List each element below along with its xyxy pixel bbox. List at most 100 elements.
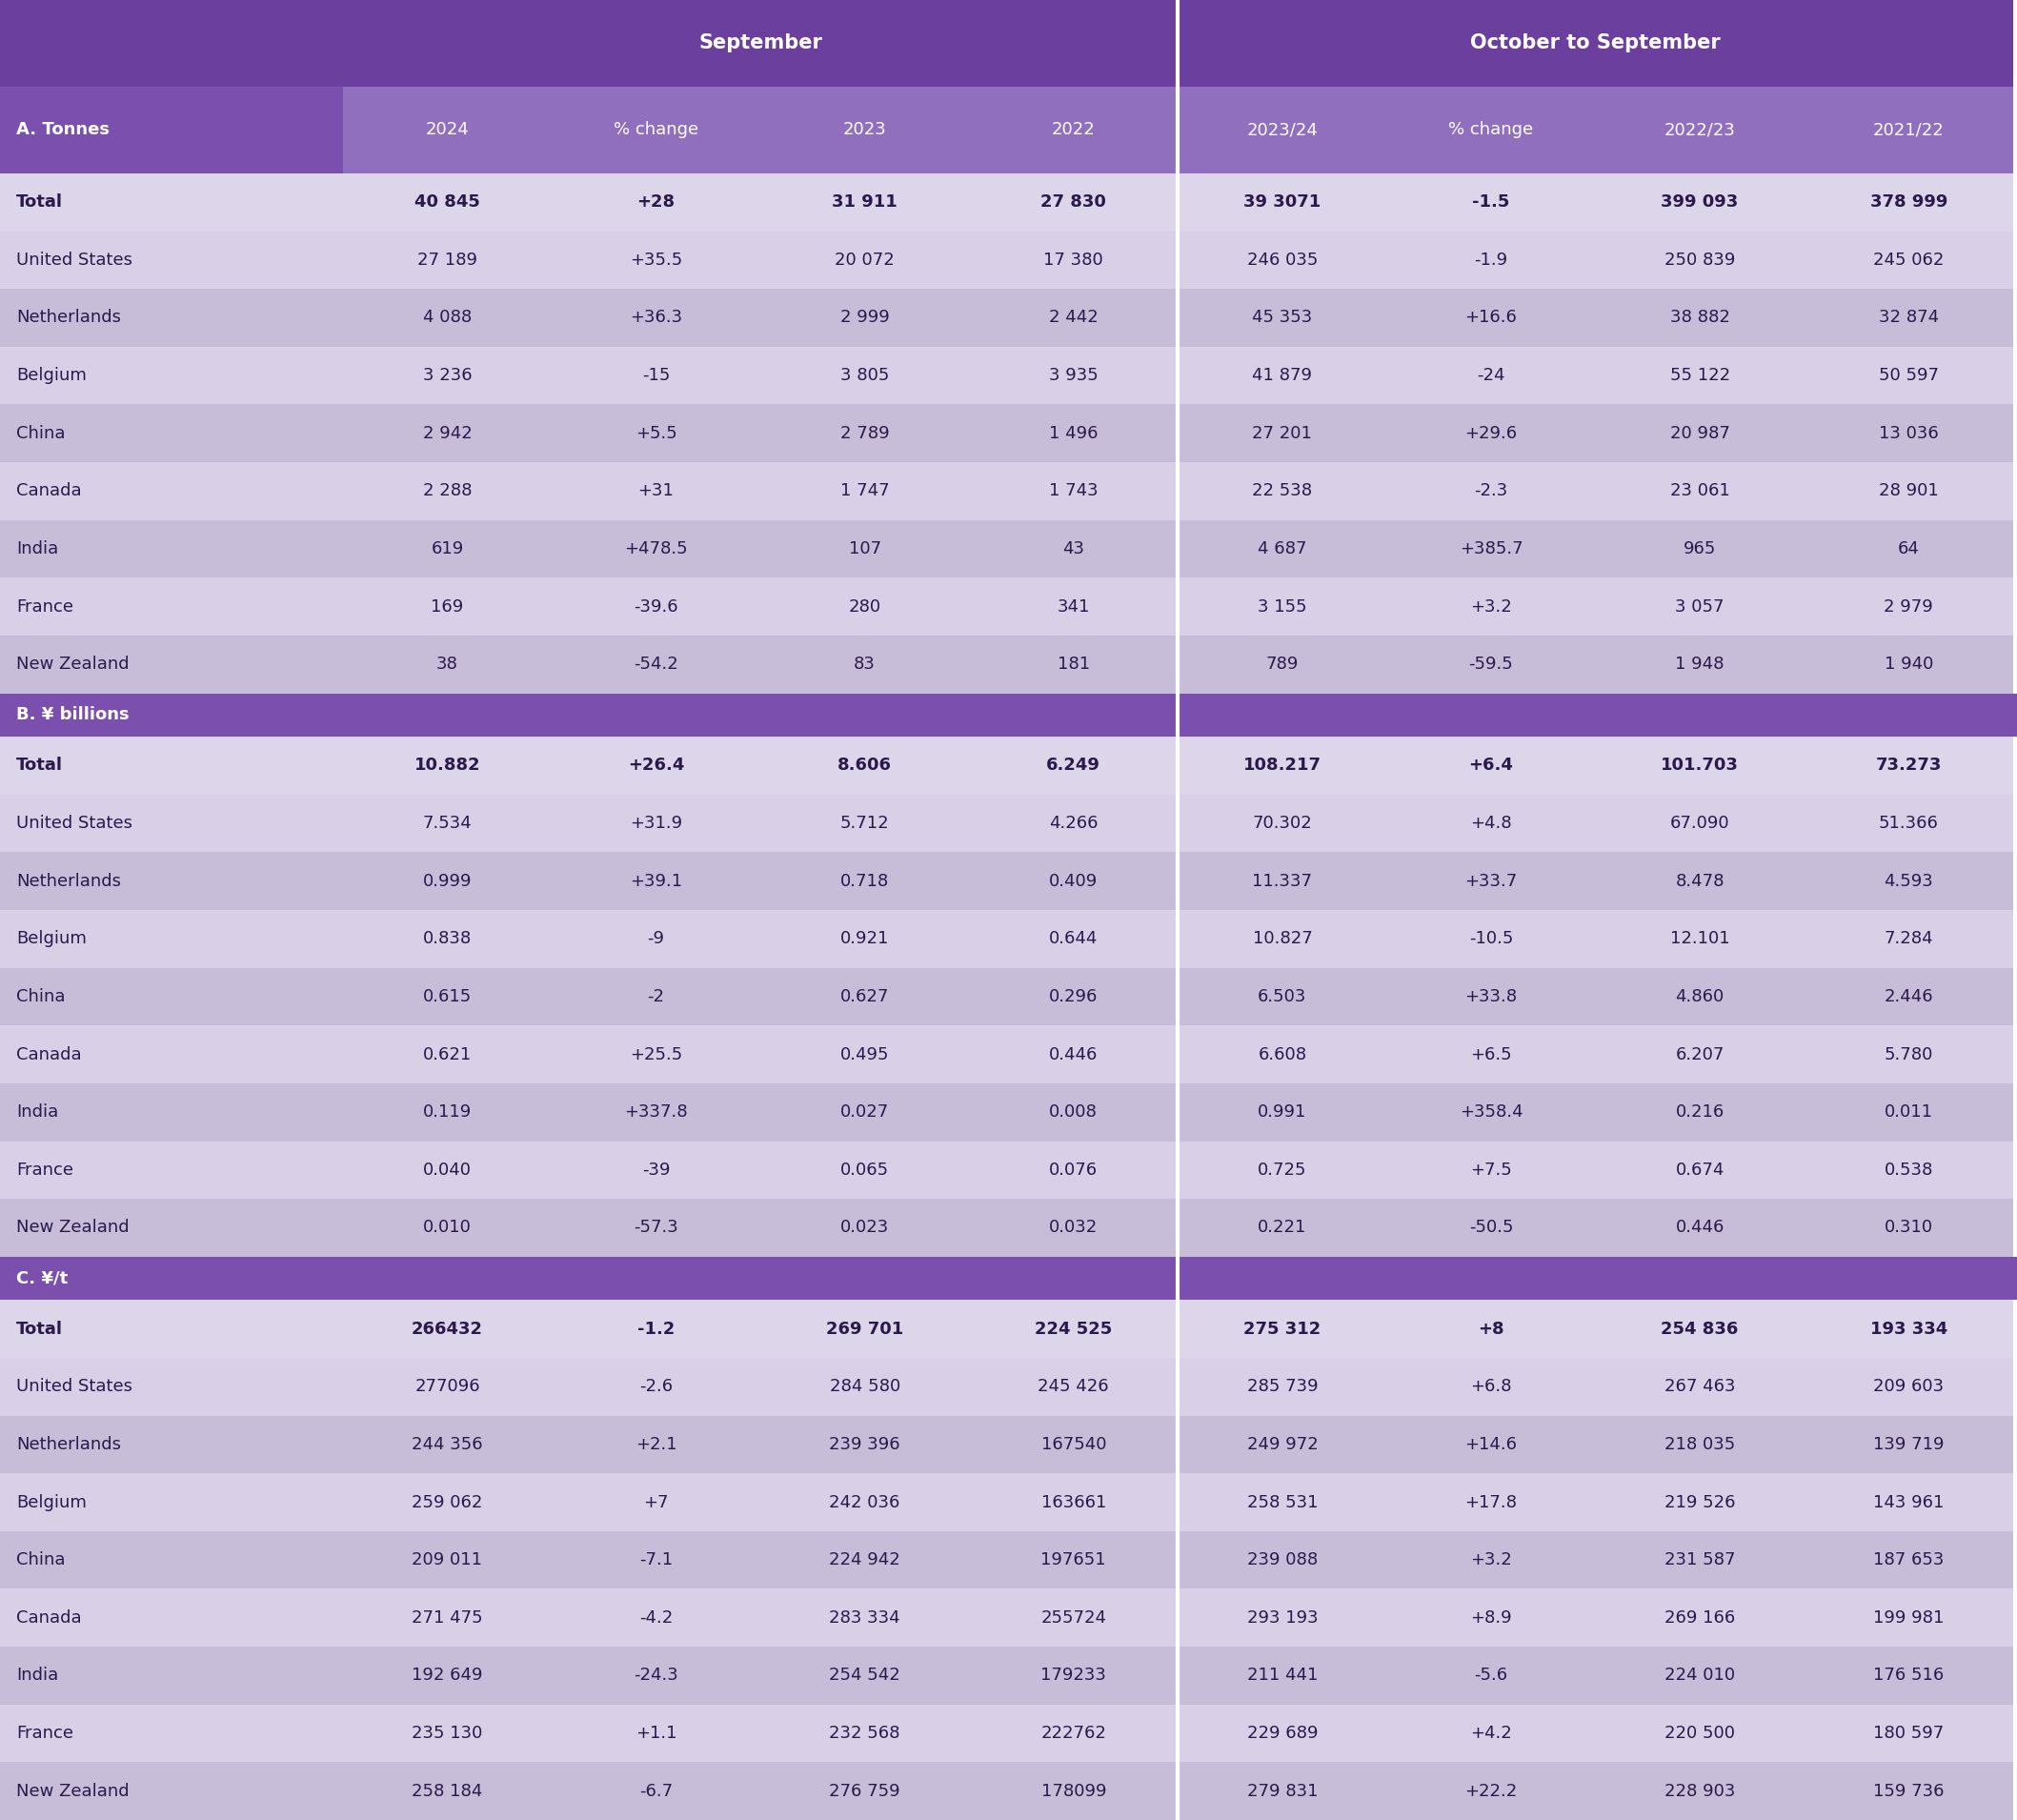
- Text: 231 587: 231 587: [1664, 1551, 1735, 1569]
- Text: -1.2: -1.2: [637, 1320, 676, 1338]
- Text: +4.2: +4.2: [1470, 1725, 1513, 1742]
- Text: Total: Total: [16, 757, 63, 774]
- Bar: [760, 404, 968, 462]
- Text: +39.1: +39.1: [629, 872, 682, 890]
- Bar: [0, 1416, 343, 1474]
- Text: 7.284: 7.284: [1884, 930, 1932, 948]
- Bar: [1388, 173, 1595, 231]
- Text: 10.882: 10.882: [413, 757, 480, 774]
- Bar: [1595, 968, 1805, 1025]
- Text: 108.217: 108.217: [1242, 757, 1321, 774]
- Text: Canada: Canada: [16, 482, 81, 500]
- Text: 23 061: 23 061: [1670, 482, 1731, 500]
- Bar: [1805, 968, 2013, 1025]
- Text: 192 649: 192 649: [411, 1667, 482, 1684]
- Bar: [760, 1647, 968, 1705]
- Text: +25.5: +25.5: [629, 1046, 682, 1063]
- Bar: [760, 87, 968, 173]
- Bar: [760, 968, 968, 1025]
- Text: 0.644: 0.644: [1049, 930, 1097, 948]
- Text: 176 516: 176 516: [1874, 1667, 1944, 1684]
- Bar: [968, 1199, 1178, 1256]
- Bar: [1595, 577, 1805, 635]
- Bar: [968, 1589, 1178, 1647]
- Bar: [343, 1647, 553, 1705]
- Bar: [1178, 1299, 1388, 1358]
- Text: 27 189: 27 189: [418, 251, 478, 269]
- Bar: [343, 231, 553, 289]
- Bar: [1178, 1705, 1388, 1762]
- Text: 0.076: 0.076: [1049, 1161, 1097, 1179]
- Bar: [0, 521, 343, 577]
- Bar: [760, 462, 968, 521]
- Text: +6.8: +6.8: [1470, 1378, 1513, 1396]
- Bar: [1178, 173, 1388, 231]
- Text: 275 312: 275 312: [1244, 1320, 1321, 1338]
- Text: 219 526: 219 526: [1664, 1494, 1735, 1511]
- Bar: [0, 87, 343, 173]
- Text: 6.207: 6.207: [1676, 1046, 1725, 1063]
- Text: 0.032: 0.032: [1049, 1219, 1097, 1236]
- Bar: [553, 1647, 760, 1705]
- Text: 163661: 163661: [1041, 1494, 1105, 1511]
- Bar: [1805, 795, 2013, 852]
- Bar: [760, 1199, 968, 1256]
- Text: +17.8: +17.8: [1464, 1494, 1517, 1511]
- Bar: [1595, 1358, 1805, 1416]
- Text: 254 542: 254 542: [829, 1667, 900, 1684]
- Text: +7: +7: [643, 1494, 670, 1511]
- Text: 17 380: 17 380: [1043, 251, 1103, 269]
- Bar: [1388, 1589, 1595, 1647]
- Bar: [760, 1531, 968, 1589]
- Text: +31: +31: [637, 482, 674, 500]
- Bar: [1178, 1141, 1388, 1199]
- Bar: [760, 795, 968, 852]
- Text: 224 942: 224 942: [829, 1551, 900, 1569]
- Bar: [1805, 852, 2013, 910]
- Bar: [968, 404, 1178, 462]
- Text: 70.302: 70.302: [1253, 815, 1313, 832]
- Bar: [1178, 968, 1388, 1025]
- Bar: [553, 1199, 760, 1256]
- Bar: [0, 1589, 343, 1647]
- Bar: [1178, 795, 1388, 852]
- Text: 12.101: 12.101: [1670, 930, 1731, 948]
- Text: -1.9: -1.9: [1474, 251, 1509, 269]
- Text: 6.503: 6.503: [1259, 988, 1307, 1005]
- Bar: [343, 346, 553, 404]
- Text: 199 981: 199 981: [1874, 1609, 1944, 1627]
- Text: 242 036: 242 036: [829, 1494, 900, 1511]
- Bar: [343, 795, 553, 852]
- Bar: [0, 737, 343, 795]
- Bar: [968, 87, 1178, 173]
- Text: 789: 789: [1267, 655, 1299, 673]
- Bar: [553, 346, 760, 404]
- Bar: [1388, 1762, 1595, 1820]
- Bar: [1595, 1531, 1805, 1589]
- Bar: [1595, 1416, 1805, 1474]
- Bar: [1595, 1199, 1805, 1256]
- Text: 8.478: 8.478: [1676, 872, 1725, 890]
- Bar: [1388, 1199, 1595, 1256]
- Bar: [0, 1025, 343, 1083]
- Text: 378 999: 378 999: [1870, 193, 1946, 211]
- Text: 27 830: 27 830: [1041, 193, 1107, 211]
- Bar: [0, 910, 343, 968]
- Bar: [553, 462, 760, 521]
- Text: Canada: Canada: [16, 1046, 81, 1063]
- Bar: [968, 1762, 1178, 1820]
- Bar: [343, 1705, 553, 1762]
- Text: China: China: [16, 424, 65, 442]
- Bar: [1388, 462, 1595, 521]
- Text: 2.446: 2.446: [1884, 988, 1932, 1005]
- Text: 271 475: 271 475: [411, 1609, 482, 1627]
- Text: 619: 619: [432, 541, 464, 557]
- Text: -5.6: -5.6: [1474, 1667, 1509, 1684]
- Bar: [553, 1705, 760, 1762]
- Bar: [1178, 1025, 1388, 1083]
- Bar: [343, 462, 553, 521]
- Text: 2 442: 2 442: [1049, 309, 1097, 326]
- Bar: [553, 521, 760, 577]
- Bar: [1178, 346, 1388, 404]
- Bar: [0, 1199, 343, 1256]
